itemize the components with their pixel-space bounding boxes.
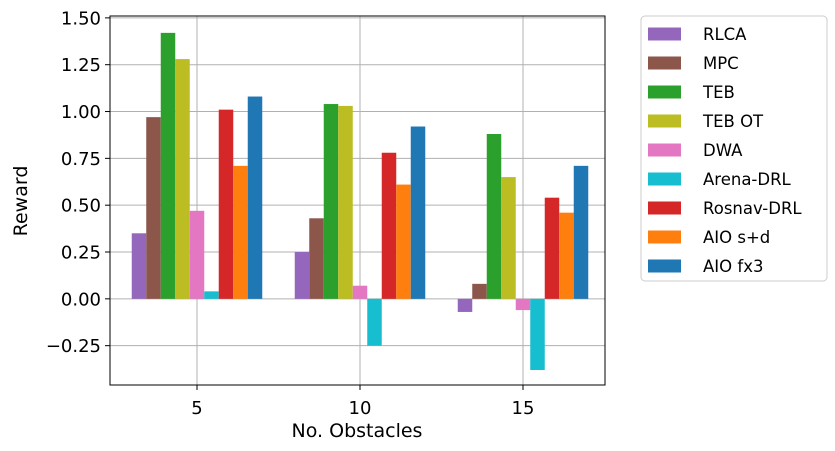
legend-swatch: [648, 143, 681, 157]
bar-teb-5: [160, 32, 176, 299]
bar-mpc-10: [309, 218, 324, 299]
legend-entry-label: TEB: [702, 83, 735, 102]
bar-aio-s-d-5: [233, 165, 248, 299]
legend-swatch: [648, 230, 681, 244]
bar-teb-15: [486, 134, 502, 299]
bars: [131, 32, 589, 371]
y-tick-label: −0.25: [46, 336, 101, 357]
bar-teb-10: [323, 104, 339, 299]
bar-arena-drl-10: [367, 298, 382, 346]
bar-arena-drl-5: [204, 291, 219, 299]
bar-teb-ot-10: [338, 105, 353, 299]
legend-swatch: [648, 172, 681, 186]
y-axis-ticks: −0.25 0.00 0.25 0.50 0.75 1.00 1.25 1.50: [46, 8, 110, 357]
bar-rlca-15: [457, 298, 473, 312]
legend-entry-label: Arena-DRL: [703, 170, 792, 189]
bar-rlca-5: [131, 233, 147, 299]
legend-entry-label: Rosnav-DRL: [703, 199, 802, 218]
x-tick-label: 15: [512, 398, 535, 419]
y-tick-label: 0.75: [61, 149, 101, 170]
x-axis-ticks: 5 10 15: [191, 385, 534, 419]
bar-mpc-15: [472, 283, 487, 299]
y-tick-label: 0.25: [61, 243, 101, 264]
y-tick-label: 1.25: [61, 55, 101, 76]
legend-swatch: [648, 114, 681, 128]
bar-rosnav-drl-15: [544, 197, 560, 299]
legend-swatch: [648, 27, 681, 41]
bar-aio-s-d-15: [559, 212, 574, 299]
y-tick-label: 1.50: [61, 8, 101, 29]
legend-entry-label: TEB OT: [702, 112, 764, 131]
bar-mpc-5: [146, 117, 161, 299]
bar-dwa-15: [515, 298, 531, 311]
bar-aio-fx3-5: [247, 96, 263, 299]
x-axis-label: No. Obstacles: [292, 420, 423, 442]
bar-rosnav-drl-10: [381, 152, 397, 299]
legend-swatch: [648, 85, 681, 99]
legend-entry-label: RLCA: [703, 25, 747, 44]
x-tick-label: 5: [191, 398, 202, 419]
bar-dwa-5: [189, 210, 205, 299]
legend-box: [640, 15, 828, 282]
bar-dwa-10: [352, 285, 368, 299]
legend-swatch: [648, 56, 681, 70]
legend-entry-label: DWA: [703, 141, 743, 160]
legend-swatch: [648, 259, 681, 273]
y-tick-label: 0.50: [61, 196, 101, 217]
bar-aio-fx3-10: [410, 126, 426, 299]
bar-teb-ot-15: [501, 177, 516, 299]
y-tick-label: 0.00: [61, 289, 101, 310]
bar-rlca-10: [294, 252, 310, 299]
legend-entry-label: MPC: [703, 54, 739, 73]
legend: RLCA MPC TEB TEB OT DWA Arena-DRL Rosnav-DRL AI…: [640, 15, 828, 282]
legend-swatch: [648, 201, 681, 215]
plot-frame: [109, 15, 606, 386]
bar-rosnav-drl-5: [218, 109, 234, 299]
bar-aio-s-d-10: [396, 184, 411, 299]
bar-aio-fx3-15: [573, 165, 589, 299]
legend-entry-label: AIO s+d: [703, 228, 770, 247]
bar-arena-drl-15: [530, 298, 545, 371]
y-tick-label: 1.00: [61, 102, 101, 123]
legend-entry-label: AIO fx3: [703, 257, 763, 276]
bar-teb-ot-5: [175, 59, 190, 299]
y-axis-label: Reward: [10, 166, 32, 237]
x-tick-label: 10: [349, 398, 372, 419]
